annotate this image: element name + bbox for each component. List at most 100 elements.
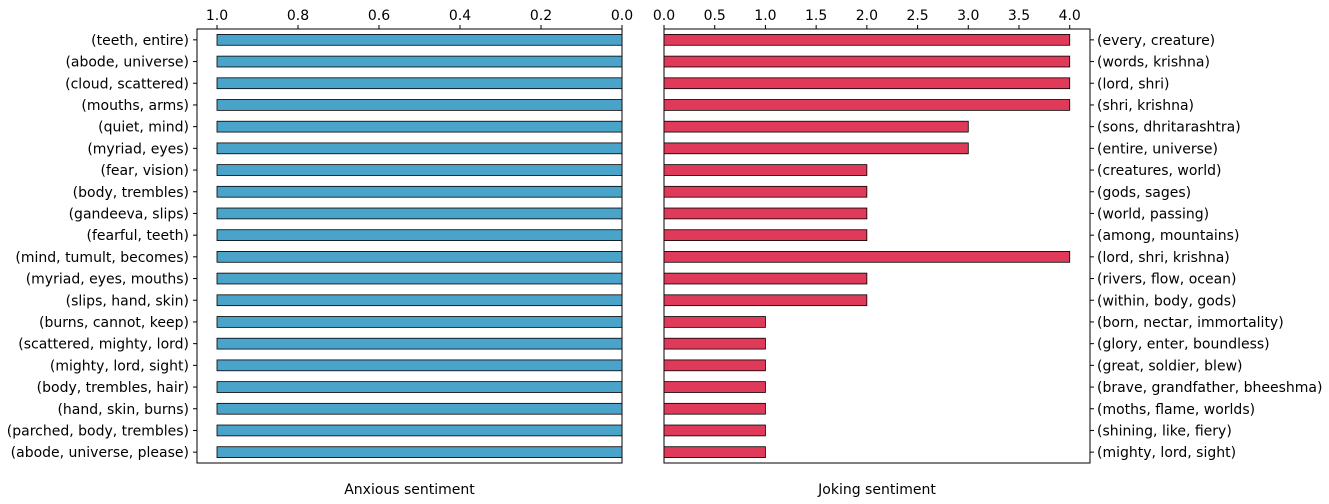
anxious-bar [216,381,623,393]
joking-category-label: (rivers, flow, ocean) [1097,272,1236,288]
anxious-bar [216,164,623,176]
joking-bar [663,316,766,328]
joking-bar [663,55,1071,68]
anxious-category-label: (fearful, teeth) [87,228,189,244]
anxious-category-label: (cloud, scattered) [65,76,189,92]
anxious-bar [216,424,623,437]
anxious-bar [216,316,623,328]
anxious-category-label: (myriad, eyes, mouths) [26,272,189,288]
anxious-category-label: (quiet, mind) [98,120,189,136]
anxious-bar [216,120,623,133]
joking-x-tick-label: 1.5 [805,8,827,24]
joking-category-label: (sons, dhritarashtra) [1097,120,1241,136]
anxious-bar [216,185,623,198]
joking-category-label: (lord, shri) [1097,76,1170,92]
anxious-bar [216,359,623,372]
anxious-category-label: (scattered, mighty, lord) [18,337,189,353]
joking-axis-title: Joking sentiment [817,482,936,498]
anxious-category-label: (mighty, lord, sight) [50,358,189,374]
anxious-x-tick-label: 1.0 [206,8,228,24]
joking-category-label: (entire, universe) [1097,141,1218,157]
anxious-category-label: (teeth, entire) [91,33,189,49]
anxious-x-tick-label: 0.2 [530,8,552,24]
anxious-bar [216,294,623,307]
anxious-category-label: (body, trembles, hair) [37,380,189,396]
joking-category-label: (world, passing) [1097,206,1209,222]
anxious-bar [216,272,623,285]
anxious-bar [216,446,623,458]
anxious-bar [216,55,623,68]
joking-category-label: (glory, enter, boundless) [1097,337,1270,353]
joking-category-label: (shri, krishna) [1097,98,1194,114]
joking-bar [663,34,1071,46]
joking-bar [663,142,969,155]
anxious-category-label: (myriad, eyes) [87,141,189,157]
anxious-plot-frame [196,28,623,464]
anxious-category-label: (mouths, arms) [81,98,189,114]
joking-category-label: (every, creature) [1097,33,1215,49]
joking-plot-frame [663,28,1091,464]
anxious-bar [216,229,623,241]
anxious-category-label: (abode, universe, please) [11,445,189,461]
joking-category-label: (mighty, lord, sight) [1097,445,1236,461]
joking-bar [663,446,766,458]
joking-bar [663,99,1071,111]
anxious-bar [216,251,623,263]
anxious-bar [216,99,623,111]
joking-category-label: (words, krishna) [1097,55,1210,71]
anxious-bar [216,402,623,415]
joking-bar [663,207,868,220]
joking-x-tick-label: 0.0 [653,8,675,24]
joking-category-label: (gods, sages) [1097,185,1191,201]
joking-bar [663,77,1071,90]
joking-category-label: (among, mountains) [1097,228,1239,244]
joking-bar [663,164,868,176]
anxious-bar [216,207,623,220]
joking-category-label: (born, nectar, immortality) [1097,315,1284,331]
joking-category-label: (shining, like, fiery) [1097,423,1232,439]
joking-x-tick-label: 1.0 [754,8,776,24]
joking-bar [663,381,766,393]
anxious-category-label: (slips, hand, skin) [66,293,189,309]
joking-category-label: (moths, flame, worlds) [1097,402,1255,418]
joking-bar [663,229,868,241]
anxious-panel: (teeth, entire) (abode, universe) (cloud, … [7,8,633,498]
anxious-bar [216,77,623,90]
anxious-category-label: (mind, tumult, becomes) [15,250,189,266]
joking-x-tick-label: 4.0 [1059,8,1081,24]
joking-bar [663,120,969,133]
anxious-category-label: (abode, universe) [65,55,189,71]
anxious-bar [216,34,623,46]
joking-category-label: (creatures, world) [1097,163,1221,179]
joking-category-label: (great, soldier, blew) [1097,358,1242,374]
joking-bar [663,359,766,372]
joking-x-tick-label: 3.5 [1008,8,1030,24]
joking-x-tick-label: 0.5 [704,8,726,24]
anxious-x-tick-label: 0.6 [368,8,390,24]
anxious-x-tick-label: 0.0 [611,8,633,24]
joking-bar [663,337,766,350]
joking-x-tick-label: 3.0 [957,8,979,24]
joking-category-label: (lord, shri, krishna) [1097,250,1230,266]
joking-panel: (every, creature) (words, krishna) (lord, … [653,8,1323,498]
joking-category-label: (within, body, gods) [1097,293,1236,309]
anxious-category-label: (hand, skin, burns) [57,402,189,418]
anxious-category-label: (gandeeva, slips) [69,206,189,222]
anxious-x-tick-label: 0.4 [449,8,471,24]
anxious-category-label: (burns, cannot, keep) [39,315,189,331]
joking-bar [663,402,766,415]
joking-bar [663,294,868,307]
joking-bar [663,272,868,285]
joking-x-tick-label: 2.0 [856,8,878,24]
anxious-category-label: (parched, body, trembles) [7,423,189,439]
anxious-bar [216,337,623,350]
anxious-category-label: (body, trembles) [73,185,189,201]
joking-category-label: (brave, grandfather, bheeshma) [1097,380,1322,396]
joking-x-tick-label: 2.5 [906,8,928,24]
joking-bar [663,424,766,437]
joking-bar [663,185,868,198]
joking-bar [663,251,1071,263]
anxious-x-tick-label: 0.8 [287,8,309,24]
